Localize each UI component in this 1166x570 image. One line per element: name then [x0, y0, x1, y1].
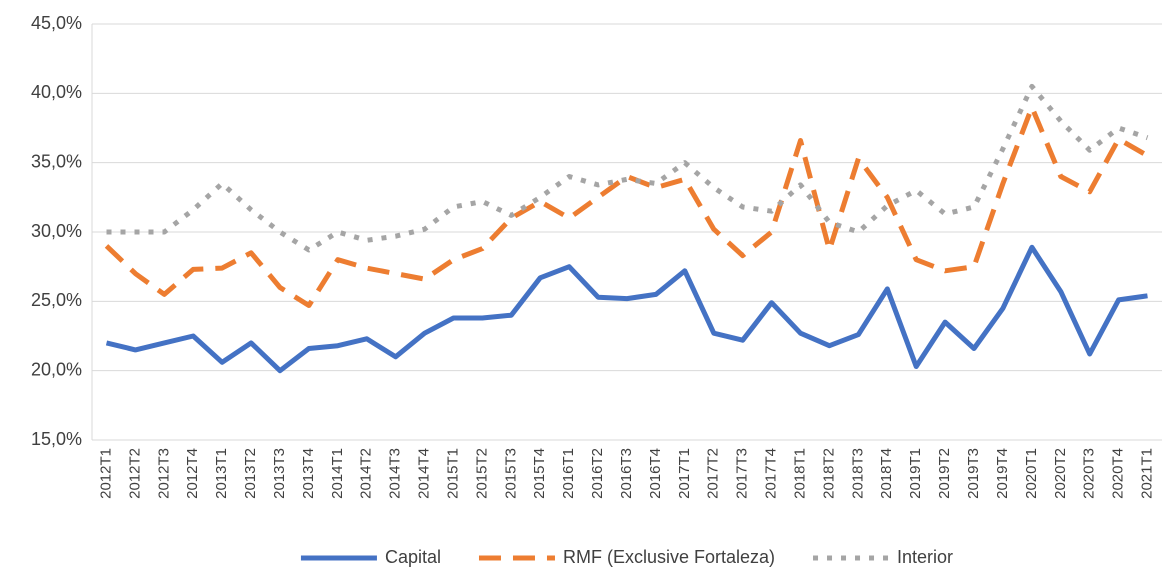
x-tick-label: 2019T4 [994, 448, 1011, 499]
x-tick-label: 2014T2 [358, 448, 375, 499]
x-tick-label: 2020T4 [1110, 448, 1127, 499]
x-tick-label: 2020T3 [1081, 448, 1098, 499]
x-tick-label: 2016T4 [647, 448, 664, 499]
x-tick-label: 2012T2 [126, 448, 143, 499]
x-tick-label: 2014T1 [329, 448, 346, 499]
x-tick-label: 2019T2 [936, 448, 953, 499]
line-series [105, 244, 1148, 374]
x-tick-label: 2018T4 [878, 448, 895, 499]
line-series [106, 83, 1149, 253]
x-tick-label: 2013T3 [271, 448, 288, 499]
x-tick-label: 2020T2 [1052, 448, 1069, 499]
line-series [104, 104, 1149, 308]
legend-label: RMF (Exclusive Fortaleza) [563, 547, 775, 567]
x-tick-label: 2014T4 [416, 448, 433, 499]
x-tick-label: 2016T2 [589, 448, 606, 499]
x-tick-label: 2015T3 [502, 448, 519, 499]
x-tick-label: 2017T3 [734, 448, 751, 499]
x-tick-label: 2013T4 [300, 448, 317, 499]
legend-label: Interior [897, 547, 953, 567]
x-tick-label: 2018T3 [849, 448, 866, 499]
x-tick-label: 2020T1 [1023, 448, 1040, 499]
x-tick-label: 2019T1 [907, 448, 924, 499]
x-tick-label: 2018T2 [820, 448, 837, 499]
x-tick-label: 2015T2 [473, 448, 490, 499]
x-tick-label: 2013T1 [213, 448, 230, 499]
x-tick-label: 2015T4 [531, 448, 548, 499]
y-tick-label: 45,0% [31, 13, 82, 33]
x-tick-label: 2012T4 [184, 448, 201, 499]
x-tick-label: 2017T2 [705, 448, 722, 499]
x-tick-label: 2018T1 [791, 448, 808, 499]
x-tick-label: 2015T1 [444, 448, 461, 499]
y-tick-label: 15,0% [31, 429, 82, 449]
x-tick-label: 2012T3 [155, 448, 172, 499]
x-tick-label: 2017T4 [763, 448, 780, 499]
x-tick-label: 2021T1 [1139, 448, 1156, 499]
legend-item: RMF (Exclusive Fortaleza) [478, 547, 775, 567]
x-tick-label: 2017T1 [676, 448, 693, 499]
y-tick-label: 25,0% [31, 290, 82, 310]
x-tick-label: 2013T2 [242, 448, 259, 499]
y-tick-label: 20,0% [31, 359, 82, 379]
y-tick-label: 35,0% [31, 151, 82, 171]
legend-item: Interior [813, 547, 953, 567]
x-tick-label: 2016T1 [560, 448, 577, 499]
x-tick-label: 2012T1 [97, 448, 114, 499]
x-tick-label: 2014T3 [387, 448, 404, 499]
legend-label: Capital [385, 547, 441, 567]
y-tick-label: 40,0% [31, 82, 82, 102]
y-tick-label: 30,0% [31, 221, 82, 241]
x-tick-label: 2016T3 [618, 448, 635, 499]
x-tick-label: 2019T3 [965, 448, 982, 499]
legend-item: Capital [300, 547, 441, 567]
